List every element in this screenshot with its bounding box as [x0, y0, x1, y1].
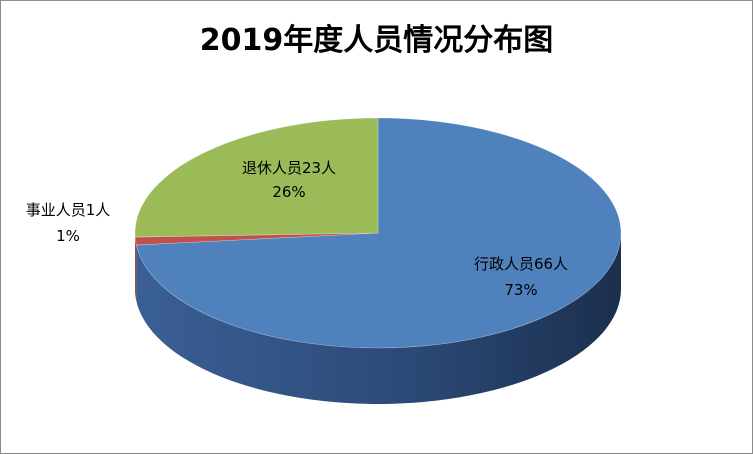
- pie-slice-0[interactable]: [135, 117, 622, 349]
- pie-side-0: [136, 233, 621, 404]
- pie-slice-2[interactable]: [134, 117, 379, 238]
- pie-slice-1[interactable]: [134, 232, 379, 246]
- chart-title: 2019年度人员情况分布图: [199, 23, 554, 58]
- pie-tops: [134, 117, 622, 349]
- pie-side-1: [135, 237, 137, 302]
- pie-sides: [135, 233, 621, 404]
- pie-labels: 行政人员66人 73% 事业人员1人 1% 退休人员23人 26%: [26, 159, 568, 299]
- data-label-name-2: 退休人员23人: [242, 159, 336, 177]
- data-label-name-1: 事业人员1人: [26, 201, 111, 219]
- data-label-percent-2: 26%: [272, 183, 305, 201]
- data-label-percent-0: 73%: [504, 281, 537, 299]
- data-label-name-0: 行政人员66人: [474, 255, 568, 273]
- data-label-percent-1: 1%: [56, 227, 80, 245]
